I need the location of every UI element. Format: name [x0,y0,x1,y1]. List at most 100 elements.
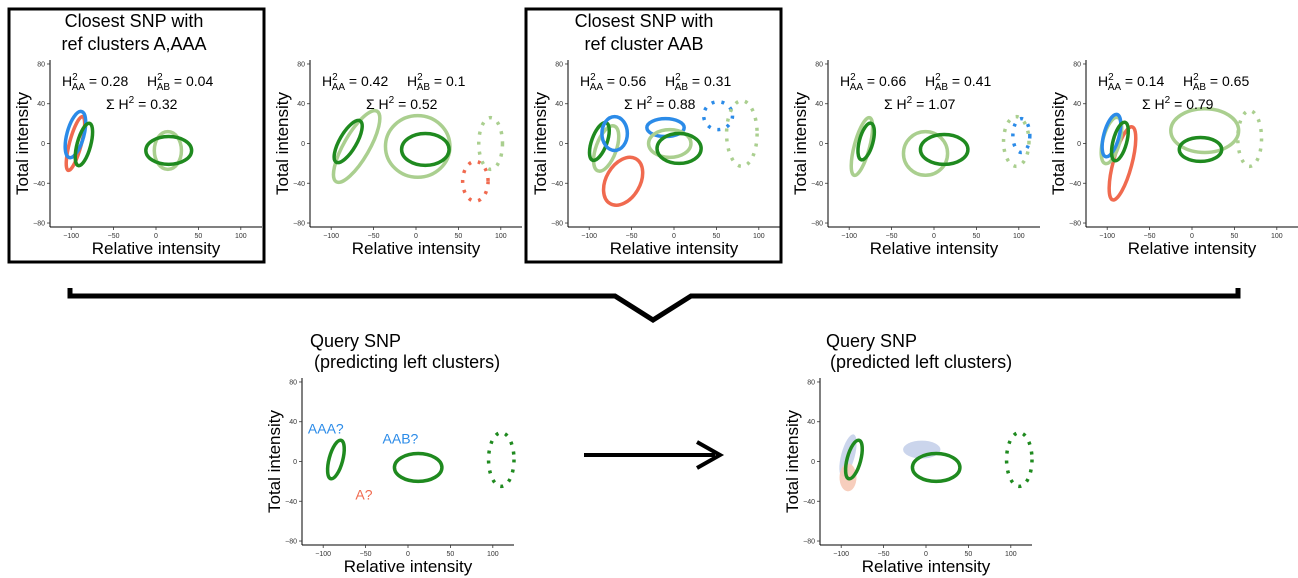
x-tick-label: −100 [315,551,331,558]
reference-snp-panel-5: −100 −50 0 50 100 80 40 0 −40 −80 Relative intensi… [1049,60,1298,258]
panel-title-line1: Closest SNP with [575,11,714,31]
cluster-ellipse-dark_green [392,451,444,484]
x-axis-label: Relative intensity [610,239,739,258]
x-tick-label: 100 [235,233,247,240]
y-axis-label: Total intensity [265,410,284,513]
h2-aa-label: H2 AA = 0.14 [1098,72,1164,93]
sum-h2-value: 0.32 [150,96,177,112]
prediction-arrow [584,440,725,470]
cluster-ellipse-dark_green-dotted [1004,430,1034,489]
x-tick-label: −100 [833,551,849,558]
y-tick-label: 40 [37,101,45,108]
h2-aa-value: 0.14 [1137,73,1164,89]
x-tick-label: −100 [323,233,339,240]
h2-aa-value: 0.56 [619,73,646,89]
cluster-ellipse-dark_green [144,134,194,167]
y-tick-label: −80 [33,221,45,228]
x-tick-label: 50 [973,233,981,240]
query-title-line1: Query SNP [310,331,401,351]
reference-snp-panel-4: −100 −50 0 50 100 80 40 0 −40 −80 Relative intensi… [791,60,1040,258]
y-tick-label: 80 [297,61,305,68]
x-tick-label: 50 [195,233,203,240]
x-tick-label: −50 [1144,233,1156,240]
cluster-ellipse-dark_green [325,438,347,481]
y-tick-label: 80 [289,379,297,386]
sum-h2-label: Σ H2 = 0.79 [1142,95,1214,112]
y-tick-label: 0 [293,459,297,466]
h2-ab-value: 0.04 [186,73,213,89]
sum-h2-value: 0.79 [1186,96,1213,112]
y-tick-label: −40 [33,181,45,188]
x-tick-label: −50 [368,233,380,240]
y-tick-label: 40 [815,101,823,108]
panel-title-line1: Closest SNP with [65,11,204,31]
x-tick-label: 50 [455,233,463,240]
cluster-ellipse-red-dotted [460,159,490,203]
y-tick-label: −40 [551,181,563,188]
cluster-guess-label: A? [355,486,372,502]
cluster-ellipse-dark_green [910,451,962,484]
panel-title-line2: ref cluster AAB [584,34,703,54]
h2-aa-label: H2 AA = 0.28 [62,72,128,93]
sum-h2-label: Σ H2 = 1.07 [884,95,956,112]
x-tick-label: 50 [447,551,455,558]
y-tick-label: −80 [285,539,297,546]
y-axis-label: Total intensity [1049,92,1068,195]
x-tick-label: −50 [626,233,638,240]
cluster-ellipse-red [601,155,645,207]
y-tick-label: −80 [811,221,823,228]
y-tick-label: 0 [301,141,305,148]
sum-h2-label: Σ H2 = 0.88 [624,95,696,112]
y-tick-label: −40 [803,499,815,506]
x-tick-label: 100 [1271,233,1283,240]
h2-ab-value: 0.31 [704,73,731,89]
x-tick-label: 0 [1190,233,1194,240]
y-tick-label: −80 [1069,221,1081,228]
x-tick-label: 100 [1005,551,1017,558]
y-tick-label: 80 [37,61,45,68]
cluster-ellipse-dark_green [332,118,364,165]
x-tick-label: 0 [406,551,410,558]
y-tick-label: −40 [293,181,305,188]
h2-aa-label: H2 AA = 0.56 [580,72,646,93]
h2-ab-label: H2 AB = 0.41 [925,72,991,93]
h2-ab-label: H2 AB = 0.04 [147,72,213,93]
x-tick-label: −100 [1099,233,1115,240]
query-panel-predicted: Query SNP (predicted left clusters) −100… [783,331,1034,576]
x-tick-label: 50 [1231,233,1239,240]
y-tick-label: 40 [289,419,297,426]
sum-h2-value: 1.07 [928,96,955,112]
h2-aa-value: 0.42 [361,73,388,89]
cluster-ellipse-dark_green [918,132,970,167]
y-tick-label: −40 [285,499,297,506]
h2-ab-label: H2 AB = 0.1 [407,72,466,93]
x-tick-label: −100 [581,233,597,240]
y-tick-label: 0 [811,459,815,466]
y-tick-label: −40 [1069,181,1081,188]
sum-h2-value: 0.88 [668,96,695,112]
cluster-ellipse-dark_green [1177,135,1224,164]
sum-h2-label: Σ H2 = 0.32 [106,95,178,112]
h2-ab-label: H2 AB = 0.31 [665,72,731,93]
y-tick-label: −80 [551,221,563,228]
query-title-line2: (predicted left clusters) [830,352,1012,372]
query-panel-predicting: Query SNP (predicting left clusters) −10… [265,331,516,576]
cluster-ellipse-blue [63,109,88,160]
combine-bracket [67,288,1241,323]
reference-snp-panel-1: Closest SNP with ref clusters A,AAA −100… [7,7,266,264]
cluster-ellipse-blue-dotted [1011,116,1032,155]
x-axis-label: Relative intensity [352,239,481,258]
y-tick-label: 0 [559,141,563,148]
cluster-ellipse-blue-dotted [701,100,735,132]
y-tick-label: 40 [297,101,305,108]
reference-snp-panel-2: −100 −50 0 50 100 80 40 0 −40 −80 Relative intensi… [273,60,522,258]
x-tick-label: 50 [965,551,973,558]
y-axis-label: Total intensity [531,92,550,195]
cluster-ellipse-blue [1100,112,1123,159]
x-tick-label: 100 [753,233,765,240]
y-axis-label: Total intensity [783,410,802,513]
y-tick-label: 80 [1073,61,1081,68]
sum-h2-value: 0.52 [410,96,437,112]
y-tick-label: 40 [1073,101,1081,108]
